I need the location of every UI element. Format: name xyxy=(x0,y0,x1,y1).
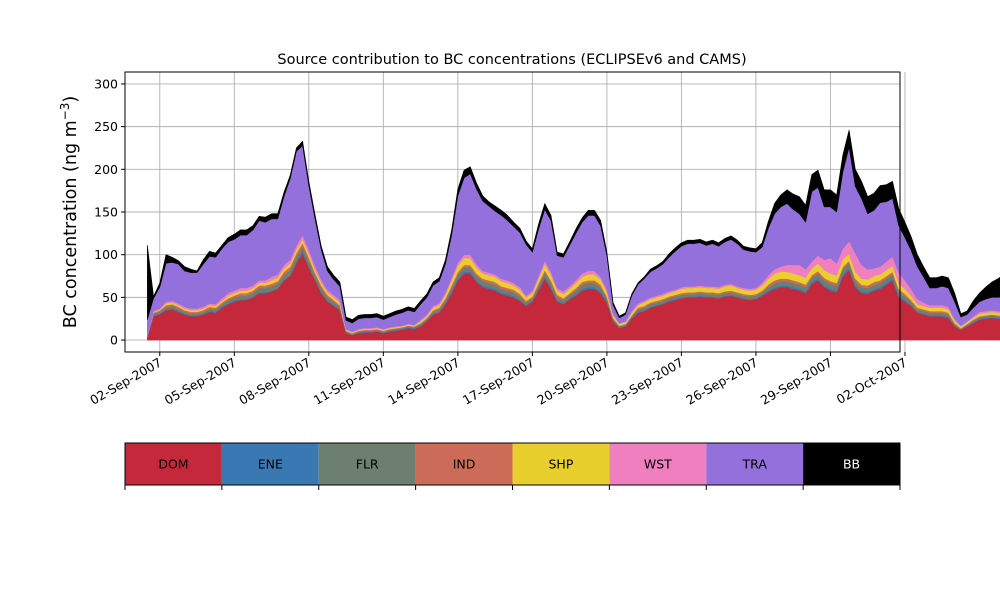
legend-label-wst: WST xyxy=(644,457,672,472)
legend-label-bb: BB xyxy=(843,457,860,472)
y-tick-label: 300 xyxy=(94,76,118,91)
area-bb xyxy=(147,129,1000,324)
y-tick-label: 200 xyxy=(94,162,118,177)
legend-label-ene: ENE xyxy=(258,457,283,472)
legend-swatch-shp xyxy=(512,443,610,485)
y-axis-label: BC concentration (ng m−3) xyxy=(58,96,81,328)
y-tick-label: 250 xyxy=(94,119,118,134)
legend-swatch-tra xyxy=(706,443,804,485)
legend-swatch-ind xyxy=(415,443,513,485)
y-axis: 0 50 100 150 200 250 300 xyxy=(94,76,125,348)
legend-colorbar: DOM ENE FLR IND SHP WST TRA BB xyxy=(124,442,901,490)
legend-swatch-bb xyxy=(803,443,900,485)
legend-swatch-flr xyxy=(318,443,416,485)
legend-swatch-ene xyxy=(221,443,319,485)
legend-label-shp: SHP xyxy=(549,457,574,472)
legend-label-dom: DOM xyxy=(158,457,188,472)
legend-swatch-wst xyxy=(609,443,707,485)
legend-label-ind: IND xyxy=(453,457,476,472)
legend-swatch-dom xyxy=(125,443,222,485)
legend-label-flr: FLR xyxy=(356,457,379,472)
y-axis-label-main: BC concentration (ng m xyxy=(61,120,81,328)
y-tick-label: 150 xyxy=(94,205,118,220)
y-tick-label: 50 xyxy=(102,290,118,305)
legend-label-tra: TRA xyxy=(742,457,768,472)
y-tick-label: 0 xyxy=(110,333,118,348)
y-axis-label-exponent: −3 xyxy=(58,103,72,121)
y-tick-label: 100 xyxy=(94,247,118,262)
y-axis-label-end: ) xyxy=(61,96,81,103)
stacked-areas xyxy=(147,129,1000,341)
chart-title: Source contribution to BC concentrations… xyxy=(277,52,746,68)
